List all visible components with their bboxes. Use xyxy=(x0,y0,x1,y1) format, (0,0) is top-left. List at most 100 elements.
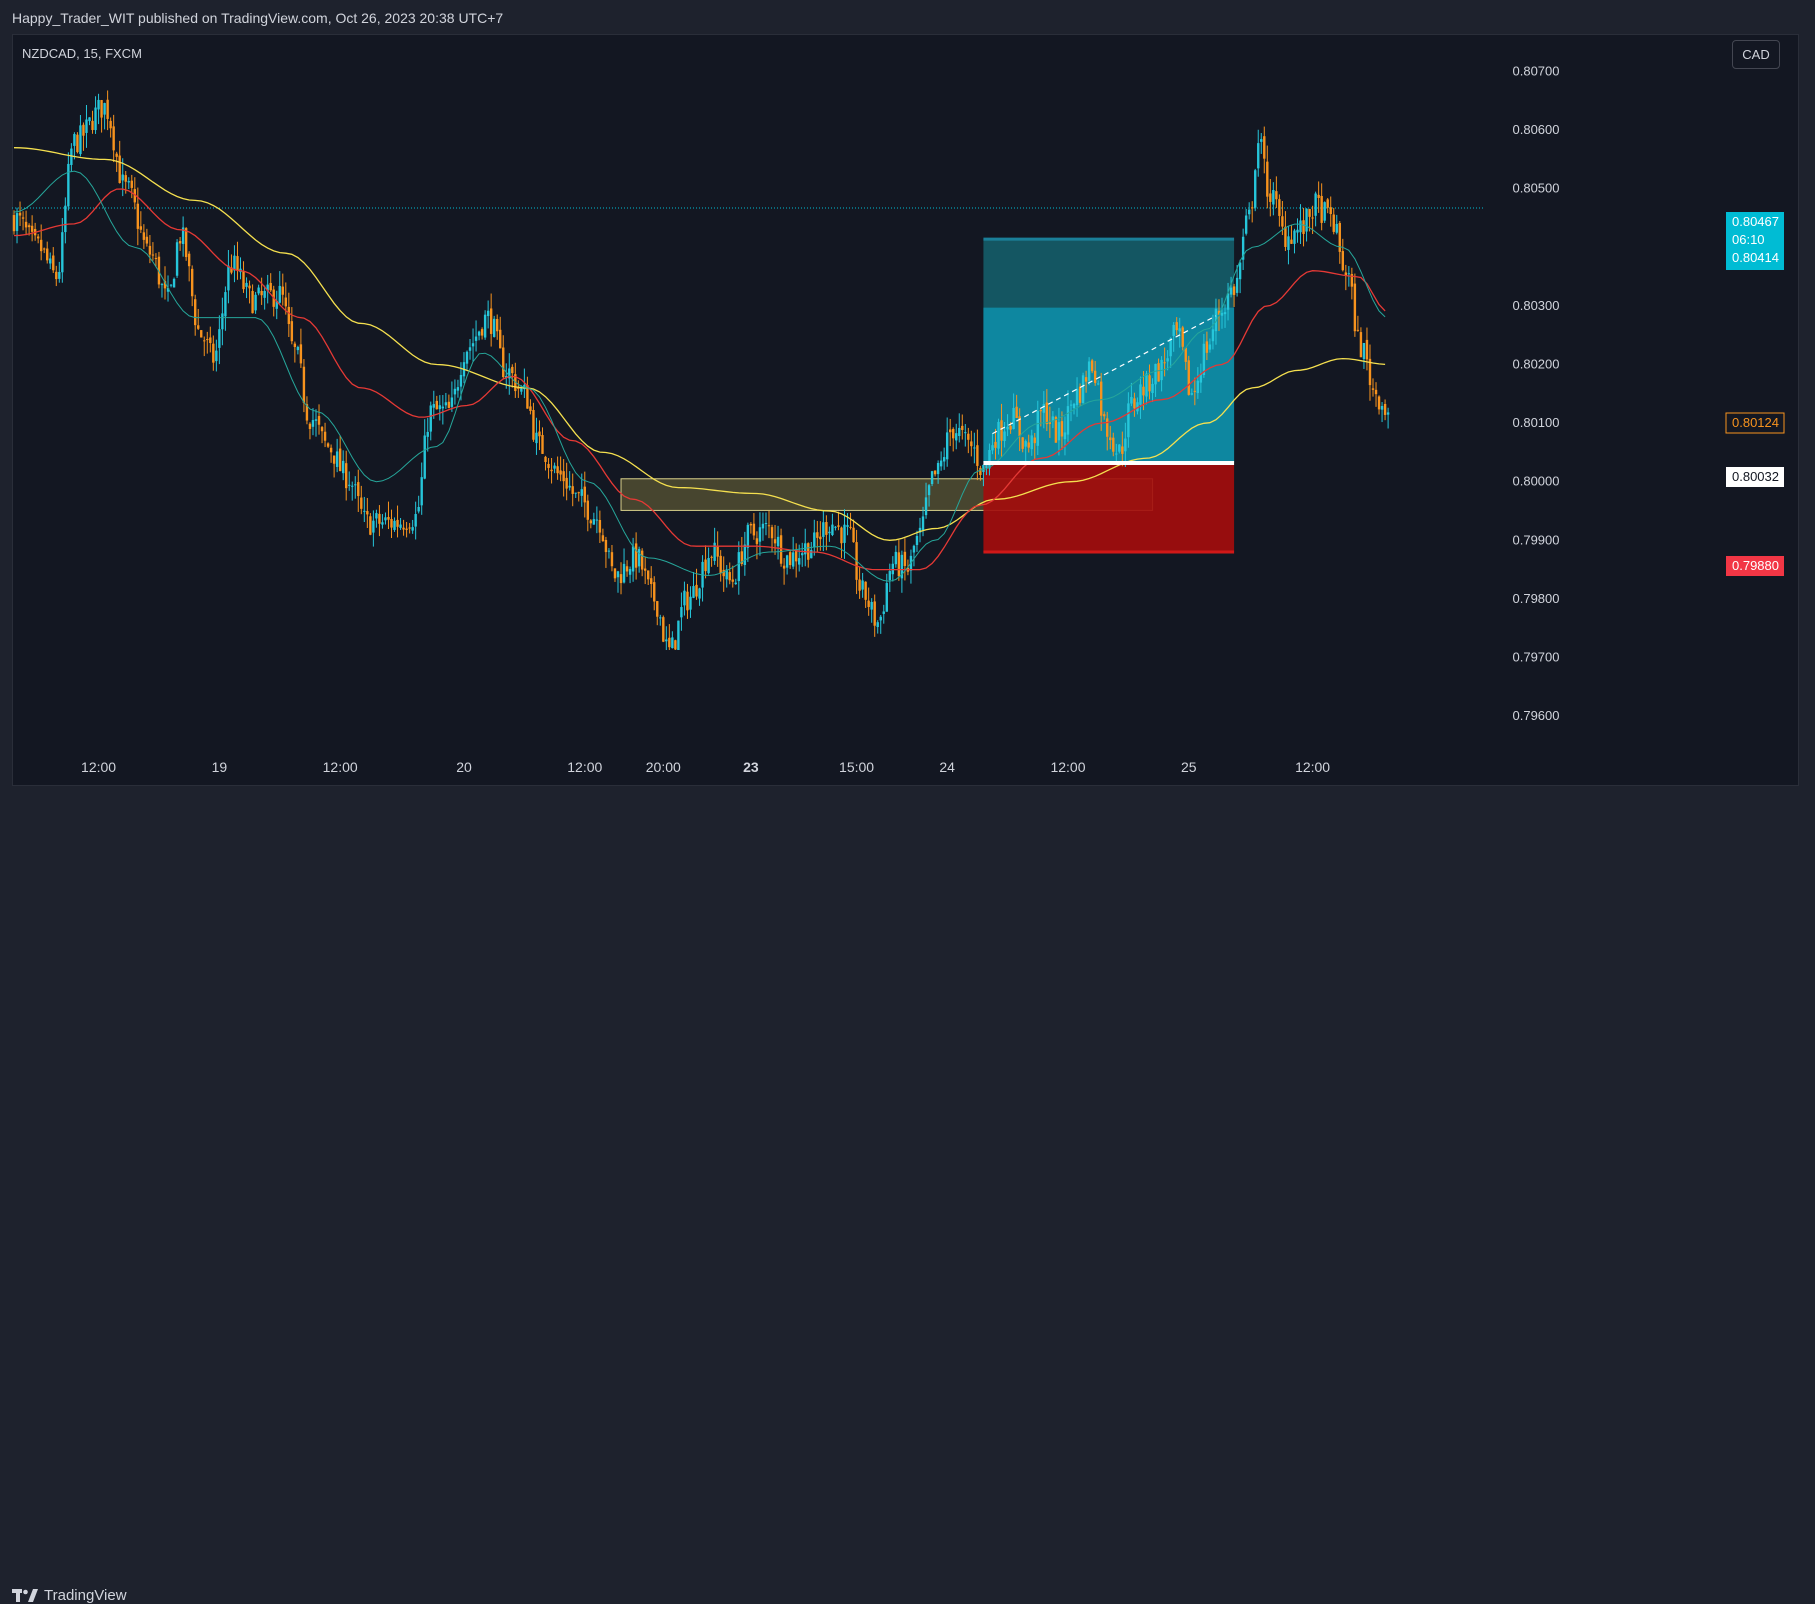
candles xyxy=(12,90,1390,650)
candle-body xyxy=(52,255,55,271)
candle-body xyxy=(601,535,605,542)
plot-area[interactable] xyxy=(12,90,1485,658)
symbol-legend[interactable]: NZDCAD, 15, FXCM xyxy=(22,46,142,61)
candle-body xyxy=(695,584,698,597)
candle-body xyxy=(242,270,245,290)
candle-body xyxy=(1226,293,1230,310)
time-axis[interactable]: 12:00 19 12:00 20 12:00 20:00 23 15:00 24 12:00 25… xyxy=(81,759,1330,775)
candle-body xyxy=(1072,403,1076,409)
candle-body xyxy=(770,527,774,539)
candle-body xyxy=(363,510,366,512)
candle-body xyxy=(755,538,759,544)
price-axis[interactable]: 0.80700 0.80600 0.80500 0.80300 0.80200 0.801… xyxy=(1513,64,1560,724)
candle-body xyxy=(278,285,281,303)
chart-frame[interactable] xyxy=(12,34,1799,786)
candle-body xyxy=(505,375,508,378)
candle-body xyxy=(317,416,321,425)
candle-body xyxy=(76,134,79,153)
candle-body xyxy=(46,248,49,261)
candle-body xyxy=(574,492,577,494)
candle-body xyxy=(930,471,934,485)
last-close-tag-bg xyxy=(1725,412,1785,434)
candle-body xyxy=(1251,207,1254,209)
candle-body xyxy=(275,300,278,309)
candle-body xyxy=(1350,273,1354,287)
candle-body xyxy=(813,532,816,548)
tradingview-brand[interactable]: TradingView xyxy=(12,1587,127,1604)
price-tick-label: 0.80300 xyxy=(1513,298,1560,313)
candle-body xyxy=(870,602,873,610)
entry-price-tag[interactable]: 0.80032 xyxy=(1726,467,1784,487)
ema-slow-line[interactable] xyxy=(13,147,1386,541)
candle-body xyxy=(1296,229,1299,233)
candle-body xyxy=(477,331,481,336)
candle-body xyxy=(912,545,916,553)
candle-body xyxy=(1078,386,1082,403)
candle-body xyxy=(997,421,1000,449)
candle-body xyxy=(302,366,306,403)
candle-body xyxy=(1130,396,1133,404)
ema-fast-line[interactable] xyxy=(13,170,1386,582)
ema-mid-line[interactable] xyxy=(13,188,1386,571)
current-price-tag-text: 06:10 xyxy=(1732,232,1765,247)
candle-body xyxy=(734,582,737,585)
candle-body xyxy=(861,580,864,590)
last-close-tag[interactable]: 0.80124 xyxy=(1725,412,1785,434)
candle-body xyxy=(1272,190,1275,205)
candle-body xyxy=(894,551,898,565)
candle-body xyxy=(1266,161,1269,197)
candle-body xyxy=(1033,437,1036,444)
candle-body xyxy=(834,526,837,528)
candle-body xyxy=(124,175,127,182)
candle-body xyxy=(1199,373,1203,383)
candle-body xyxy=(743,544,747,565)
candle-body xyxy=(843,524,846,543)
candle-body xyxy=(145,236,149,244)
position-profit-zone[interactable] xyxy=(983,307,1235,463)
candle-body xyxy=(323,431,327,441)
stop-price-tag[interactable]: 0.79880 xyxy=(1726,556,1784,576)
candle-body xyxy=(1015,406,1018,418)
candle-body xyxy=(1269,193,1272,202)
position-stop-zone[interactable] xyxy=(983,462,1235,553)
time-tick-label: 15:00 xyxy=(839,759,874,775)
candle-body xyxy=(1136,402,1139,412)
candle-body xyxy=(1103,414,1106,417)
candle-body xyxy=(535,432,538,444)
candle-body xyxy=(27,225,31,228)
chart-canvas[interactable]: 0.80700 0.80600 0.80500 0.80300 0.80200 0.801… xyxy=(0,0,1815,831)
candle-body xyxy=(444,402,448,406)
candle-body xyxy=(1383,404,1387,415)
candle-body xyxy=(801,553,804,556)
candle-body xyxy=(704,559,707,572)
candle-body xyxy=(112,126,115,151)
candle-body xyxy=(529,406,532,411)
candle-body xyxy=(939,460,943,467)
candle-body xyxy=(628,569,632,575)
candle-body xyxy=(544,456,547,463)
candle-body xyxy=(106,99,109,119)
currency-button[interactable]: CAD xyxy=(1732,40,1780,69)
trend-line[interactable] xyxy=(992,315,1217,435)
time-tick-label: 24 xyxy=(939,759,955,775)
candle-body xyxy=(782,565,786,569)
candle-body xyxy=(1063,432,1067,440)
candle-body xyxy=(985,464,988,469)
candle-body xyxy=(148,245,152,255)
candle-body xyxy=(779,535,783,564)
candle-body xyxy=(1093,370,1097,383)
candle-body xyxy=(387,516,390,520)
candle-body xyxy=(562,471,565,482)
candle-body xyxy=(1205,341,1209,353)
candle-body xyxy=(329,447,333,453)
candle-body xyxy=(1302,220,1305,234)
candle-body xyxy=(900,554,904,579)
current-price-tag[interactable]: 0.80467 06:10 0.80414 xyxy=(1726,212,1784,270)
candle-body xyxy=(163,281,167,289)
candle-body xyxy=(483,314,487,338)
candle-body xyxy=(169,284,173,286)
candle-body xyxy=(619,574,623,584)
candle-body xyxy=(737,552,740,582)
candle-body xyxy=(1238,262,1242,280)
candle-body xyxy=(852,527,855,543)
